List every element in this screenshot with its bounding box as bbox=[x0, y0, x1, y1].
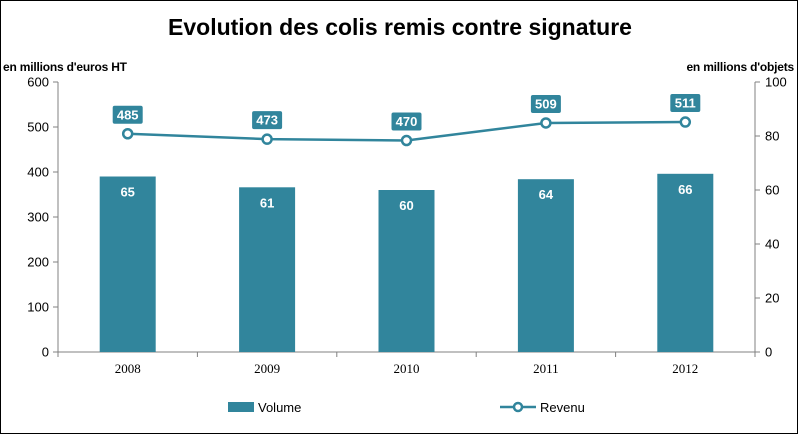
chart-title: Evolution des colis remis contre signatu… bbox=[168, 14, 632, 40]
legend-label-volume: Volume bbox=[258, 400, 301, 415]
left-axis-tick-label: 0 bbox=[42, 345, 49, 360]
data-label-revenu-2010: 470 bbox=[396, 114, 418, 129]
x-axis-tick-label: 2010 bbox=[394, 361, 420, 376]
bar-volume-2009 bbox=[239, 187, 296, 352]
bar-label-volume-2008: 65 bbox=[120, 185, 134, 200]
x-axis-tick-label: 2009 bbox=[254, 361, 280, 376]
point-revenu-2009 bbox=[261, 133, 273, 145]
bar-volume-2010 bbox=[378, 190, 435, 352]
data-label-revenu-2008: 485 bbox=[117, 107, 139, 122]
left-axis-tick-label: 300 bbox=[27, 210, 49, 225]
data-label-bg-revenu bbox=[112, 105, 143, 124]
legend-swatch-volume bbox=[228, 402, 254, 412]
left-axis-tick-label: 400 bbox=[27, 165, 49, 180]
x-axis-tick-label: 2011 bbox=[533, 361, 559, 376]
left-axis-tick-label: 100 bbox=[27, 300, 49, 315]
right-axis-tick-label: 80 bbox=[765, 129, 779, 144]
data-label-bg-revenu bbox=[391, 112, 422, 131]
legend-label-revenu: Revenu bbox=[540, 400, 585, 415]
point-revenu-2010 bbox=[400, 134, 413, 147]
data-label-revenu-2009: 473 bbox=[256, 113, 278, 128]
right-axis-tick-label: 100 bbox=[765, 75, 787, 90]
x-axis-tick-label: 2008 bbox=[115, 361, 141, 376]
bar-volume-2012 bbox=[657, 173, 714, 352]
bar-volume-2011 bbox=[517, 179, 574, 352]
left-axis-tick-label: 500 bbox=[27, 120, 49, 135]
bar-label-volume-2012: 66 bbox=[678, 182, 692, 197]
left-axis-tick-label: 200 bbox=[27, 255, 49, 270]
bar-label-volume-2011: 64 bbox=[539, 187, 554, 202]
right-axis-tick-label: 0 bbox=[765, 345, 772, 360]
bar-label-volume-2009: 61 bbox=[260, 195, 274, 210]
left-axis-unit: en millions d'euros HT bbox=[3, 60, 127, 74]
point-revenu-2011 bbox=[540, 117, 552, 129]
point-revenu-2008 bbox=[121, 128, 134, 140]
data-label-revenu-2011: 509 bbox=[535, 96, 557, 111]
data-label-revenu-2012: 511 bbox=[675, 96, 696, 111]
right-axis-tick-label: 40 bbox=[765, 237, 779, 252]
legend-marker-revenu bbox=[512, 401, 524, 413]
right-axis-tick-label: 20 bbox=[765, 291, 779, 306]
data-label-bg-revenu bbox=[530, 94, 561, 113]
bar-volume-2008 bbox=[99, 176, 156, 352]
left-axis-tick-label: 600 bbox=[27, 75, 49, 90]
right-axis-unit: en millions d'objets bbox=[686, 60, 794, 74]
data-label-bg-revenu bbox=[670, 94, 701, 113]
x-axis-tick-label: 2012 bbox=[672, 361, 698, 376]
data-label-bg-revenu bbox=[252, 111, 283, 130]
point-revenu-2012 bbox=[679, 116, 692, 128]
right-axis-tick-label: 60 bbox=[765, 183, 779, 198]
bar-label-volume-2010: 60 bbox=[399, 198, 413, 213]
